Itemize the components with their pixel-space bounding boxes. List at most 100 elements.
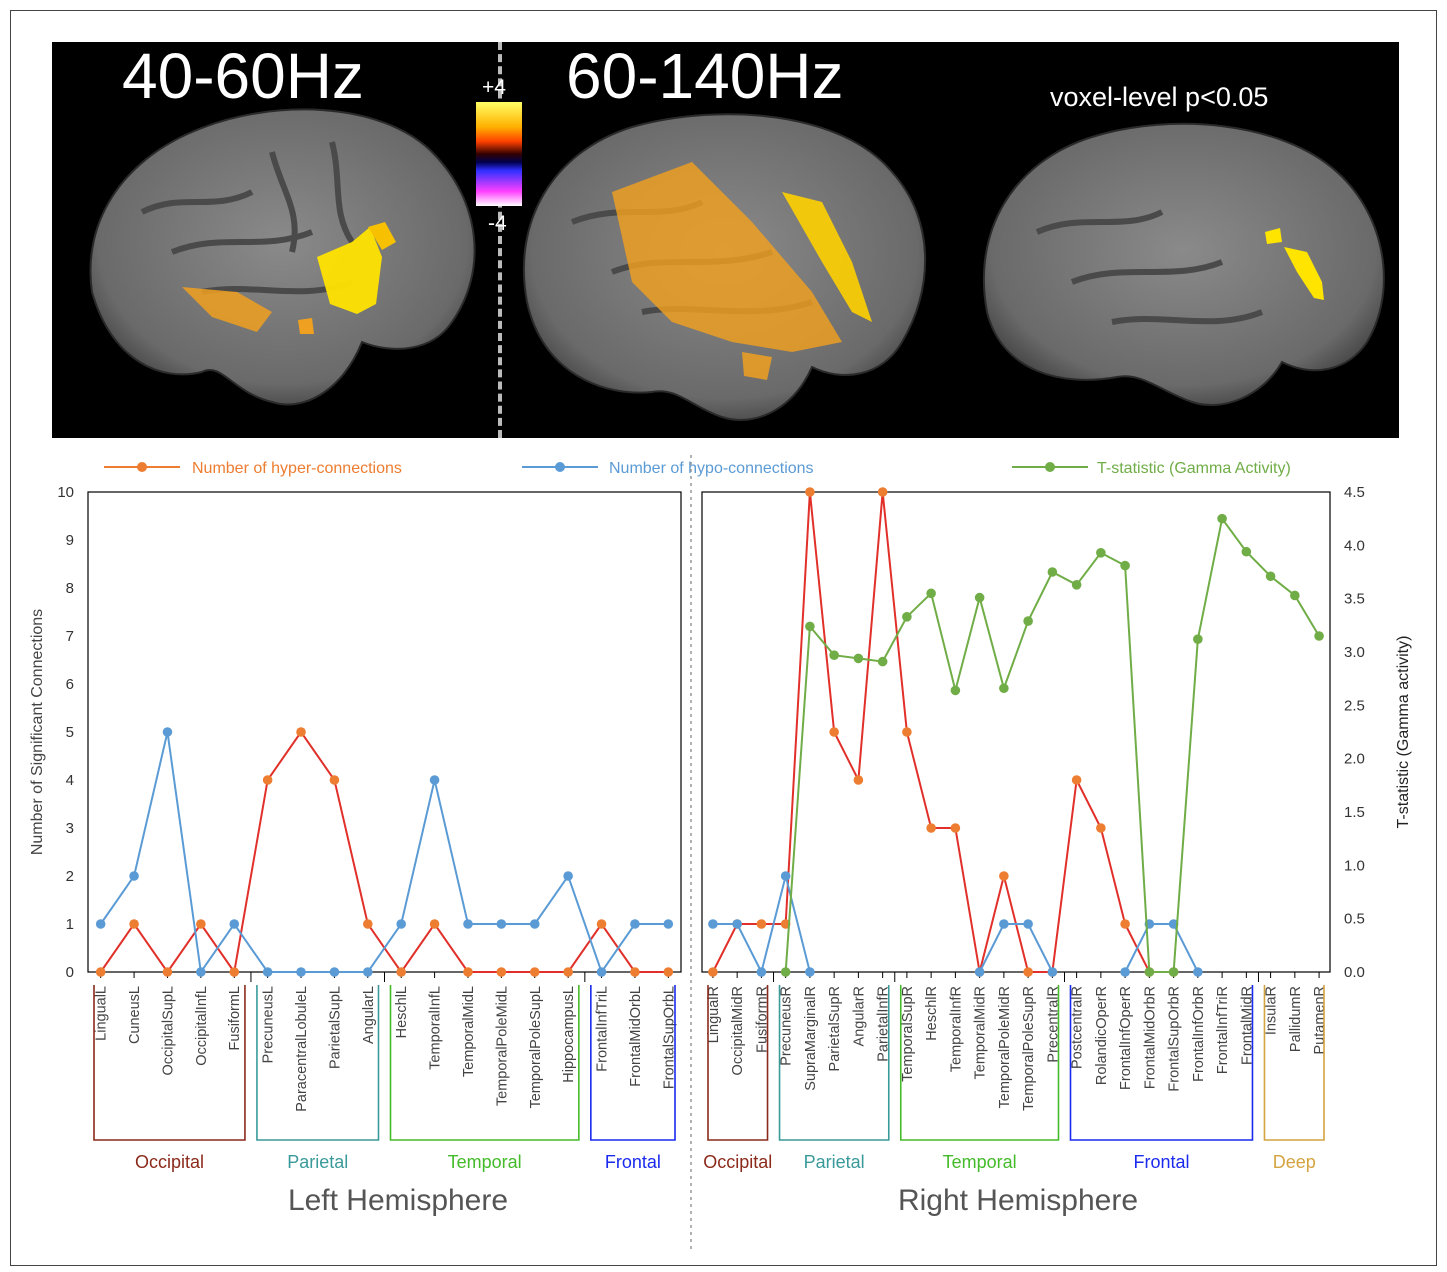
data-point (496, 919, 507, 929)
x-tick-label: OccipitalMidR (730, 986, 746, 1075)
x-tick-label: LingualL (94, 986, 110, 1041)
data-point (974, 592, 985, 603)
y-tick-label: 4 (66, 772, 74, 789)
data-point (463, 919, 473, 929)
band-label-low: 40-60Hz (122, 42, 364, 112)
x-tick-label: FrontalMidR (1239, 986, 1255, 1065)
x-tick-label: SupraMarginalR (803, 986, 819, 1091)
data-point (630, 919, 640, 929)
group-label: Occipital (703, 1152, 772, 1172)
data-point (429, 775, 440, 785)
data-point (129, 919, 139, 929)
data-point (1071, 775, 1082, 785)
x-tick-label: TemporalPoleMidL (494, 986, 510, 1106)
data-point (708, 919, 718, 929)
data-point (563, 967, 573, 977)
data-point (563, 871, 573, 881)
data-point (129, 871, 139, 881)
data-point (1120, 560, 1130, 571)
group-bracket (256, 985, 380, 1141)
data-point (1023, 967, 1033, 977)
data-point (463, 967, 473, 977)
data-point (429, 919, 440, 929)
panel-title: Right Hemisphere (898, 1184, 1138, 1217)
data-point (1120, 919, 1130, 929)
data-point (162, 967, 173, 977)
group-bracket (1069, 985, 1254, 1141)
x-tick-label: TemporalMidR (973, 986, 989, 1079)
data-point (805, 487, 815, 497)
x-tick-label: FrontalMidOrbR (1142, 986, 1158, 1089)
colorbar (476, 102, 522, 206)
x-tick-label: PallidumR (1288, 986, 1304, 1052)
x-tick-label: TemporalSupR (900, 986, 916, 1082)
x-tick-label: PutamenR (1312, 986, 1328, 1055)
x-tick-label: OccipitalSupL (160, 986, 176, 1075)
y2-tick-label: 1.5 (1344, 804, 1365, 821)
x-tick-label: TemporalPoleSupL (528, 986, 544, 1109)
group-bracket (707, 985, 769, 1141)
y2-tick-label: 2.0 (1344, 751, 1365, 768)
data-point (1217, 513, 1227, 524)
data-point (853, 653, 864, 664)
figure-frame (10, 10, 1437, 1266)
group-bracket (778, 985, 890, 1141)
data-point (1096, 823, 1106, 833)
y-tick-label: 10 (57, 484, 74, 501)
data-point (708, 967, 718, 977)
legend-tstat-marker (1045, 462, 1055, 472)
x-tick-label: AngularL (361, 986, 377, 1044)
data-point (829, 727, 839, 737)
x-tick-label: InsulaR (1264, 986, 1280, 1035)
data-point (877, 656, 888, 667)
brain-images-panel: 40-60Hz 60-140Hz +4 -4 voxel-level p<0.0… (52, 42, 1399, 438)
data-point (196, 967, 206, 977)
data-point (902, 727, 912, 737)
colorbar-max-label: +4 (482, 76, 506, 99)
group-label: Occipital (135, 1152, 204, 1172)
data-point (999, 683, 1009, 694)
data-point (262, 967, 273, 977)
data-point (902, 612, 912, 622)
y2-tick-label: 3.5 (1344, 591, 1365, 608)
data-point (1047, 967, 1058, 977)
data-point (926, 588, 936, 599)
x-tick-label: FrontalInfTriL (595, 986, 611, 1072)
data-point (1023, 616, 1033, 626)
x-tick-label: RolandicOperR (1094, 986, 1110, 1085)
group-label: Temporal (448, 1152, 522, 1172)
x-tick-label: FusiformR (754, 986, 770, 1053)
data-point (630, 967, 640, 977)
data-point (229, 967, 240, 977)
data-point (329, 775, 340, 785)
series-line (712, 491, 1174, 973)
data-point (877, 487, 888, 497)
group-label: Deep (1273, 1152, 1316, 1172)
group-bracket (1263, 985, 1325, 1141)
data-point (1314, 631, 1324, 641)
dashed-divider (498, 42, 502, 438)
x-tick-label: FusiformL (227, 986, 243, 1050)
y-tick-label: 5 (66, 724, 74, 741)
data-point (780, 871, 791, 881)
x-tick-label: AngularR (851, 986, 867, 1046)
data-point (1290, 590, 1300, 601)
panel-title: Left Hemisphere (288, 1184, 508, 1217)
x-tick-label: HeschlL (394, 986, 410, 1038)
data-point (162, 727, 173, 737)
group-bracket (899, 985, 1060, 1141)
data-point (1023, 919, 1033, 929)
group-label: Frontal (1133, 1152, 1189, 1172)
data-point (396, 919, 406, 929)
x-tick-label: ParietalInfR (876, 986, 892, 1062)
data-point (732, 919, 742, 929)
data-point (1265, 571, 1276, 582)
data-point (196, 919, 206, 929)
x-tick-label: ParietalSupL (327, 986, 343, 1069)
data-point (596, 919, 607, 929)
data-point (529, 967, 540, 977)
legend-tstat-label: T-statistic (Gamma Activity) (1097, 460, 1291, 477)
data-point (805, 967, 815, 977)
x-tick-label: ParietalSupR (827, 986, 843, 1071)
